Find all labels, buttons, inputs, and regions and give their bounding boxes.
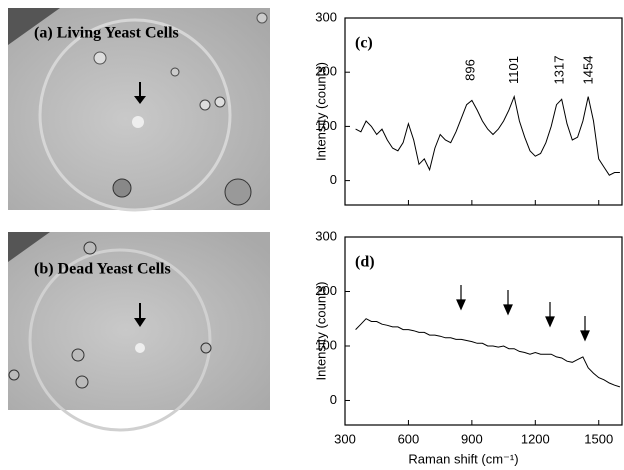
plot-frame <box>344 17 623 206</box>
x-tick-label: 1500 <box>584 431 613 446</box>
panel-label: (d) <box>355 254 375 271</box>
peak-label: 1101 <box>506 56 521 84</box>
y-tick-label: 200 <box>315 64 337 79</box>
panel-label: (c) <box>355 35 373 52</box>
y-axis-title: Intensity (counts) <box>313 62 328 161</box>
y-tick-label: 0 <box>330 392 337 407</box>
arrows-d <box>456 285 590 342</box>
image-b: (b) Dead Yeast Cells <box>8 232 270 432</box>
spectrum <box>355 94 620 176</box>
peak-label: 1454 <box>580 56 595 85</box>
y-tick-label: 100 <box>315 337 337 352</box>
x-tick-label: 1200 <box>521 431 550 446</box>
y-axis-title: Intensity (counts) <box>313 282 328 381</box>
y-tick-label: 200 <box>315 283 337 298</box>
image-label: (a) Living Yeast Cells <box>34 25 179 42</box>
image-label: (b) Dead Yeast Cells <box>34 261 171 278</box>
y-tick-label: 0 <box>330 172 337 187</box>
image-a: (a) Living Yeast Cells <box>8 8 270 212</box>
x-tick-label: 300 <box>334 431 356 446</box>
x-axis-title: Raman shift (cm⁻¹) <box>408 451 518 466</box>
y-tick-label: 300 <box>315 228 337 243</box>
peak-label: 896 <box>462 59 477 81</box>
peak-label: 1317 <box>551 56 566 85</box>
x-tick-label: 600 <box>398 431 420 446</box>
y-tick-label: 100 <box>315 118 337 133</box>
y-tick-label: 300 <box>315 9 337 24</box>
plot-frame <box>344 236 623 426</box>
x-tick-label: 900 <box>461 431 483 446</box>
spectrum <box>355 318 621 388</box>
